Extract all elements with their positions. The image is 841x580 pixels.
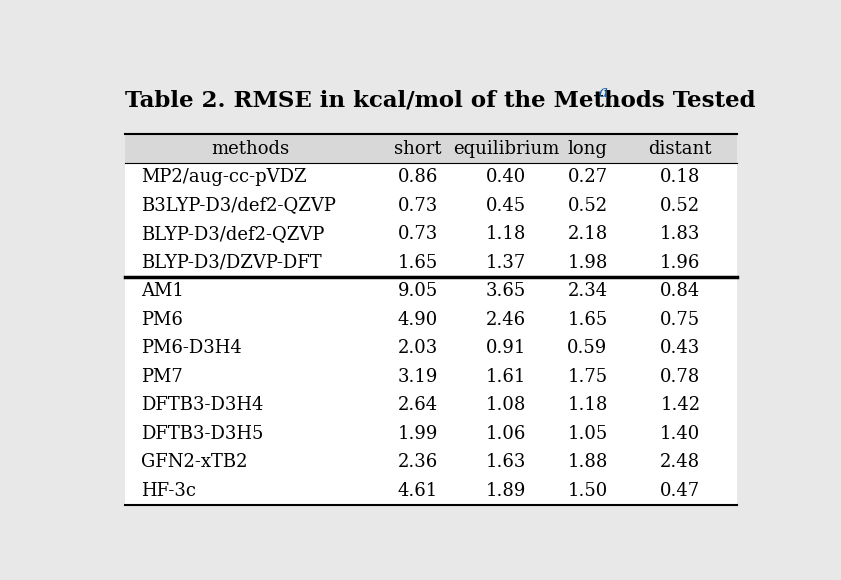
Text: 1.40: 1.40 (660, 425, 701, 443)
Text: 1.63: 1.63 (486, 453, 526, 472)
Text: 1.37: 1.37 (486, 253, 526, 271)
Text: 3.19: 3.19 (398, 368, 438, 386)
Text: 1.50: 1.50 (568, 482, 607, 500)
Text: 2.36: 2.36 (398, 453, 438, 472)
Text: 3.65: 3.65 (486, 282, 526, 300)
Text: methods: methods (211, 140, 289, 158)
Text: 1.06: 1.06 (486, 425, 526, 443)
Text: a: a (599, 84, 608, 102)
FancyBboxPatch shape (124, 135, 738, 505)
Text: 0.91: 0.91 (486, 339, 526, 357)
Text: 1.18: 1.18 (567, 396, 608, 414)
Text: 0.40: 0.40 (486, 168, 526, 186)
Text: 1.88: 1.88 (567, 453, 608, 472)
Text: 0.18: 0.18 (660, 168, 701, 186)
Text: 1.96: 1.96 (660, 253, 701, 271)
Text: 1.89: 1.89 (486, 482, 526, 500)
Text: PM7: PM7 (141, 368, 182, 386)
Text: 1.75: 1.75 (568, 368, 607, 386)
Text: PM6: PM6 (141, 311, 182, 329)
Text: DFTB3-D3H5: DFTB3-D3H5 (141, 425, 263, 443)
Text: BLYP-D3/DZVP-DFT: BLYP-D3/DZVP-DFT (141, 253, 321, 271)
Text: 4.61: 4.61 (398, 482, 438, 500)
Text: Table 2. RMSE in kcal/mol of the Methods Tested: Table 2. RMSE in kcal/mol of the Methods… (124, 90, 755, 112)
Text: 1.18: 1.18 (486, 225, 526, 243)
Text: 1.65: 1.65 (568, 311, 607, 329)
Text: short: short (394, 140, 442, 158)
Text: distant: distant (648, 140, 712, 158)
Text: 2.64: 2.64 (398, 396, 438, 414)
Text: 0.73: 0.73 (398, 225, 438, 243)
Text: 1.65: 1.65 (398, 253, 438, 271)
Text: 0.47: 0.47 (660, 482, 701, 500)
Text: 1.42: 1.42 (660, 396, 701, 414)
Text: 4.90: 4.90 (398, 311, 438, 329)
Text: 0.27: 0.27 (568, 168, 607, 186)
Text: 9.05: 9.05 (398, 282, 438, 300)
Text: DFTB3-D3H4: DFTB3-D3H4 (141, 396, 263, 414)
Text: PM6-D3H4: PM6-D3H4 (141, 339, 241, 357)
Text: 0.78: 0.78 (660, 368, 701, 386)
Text: 2.03: 2.03 (398, 339, 438, 357)
Text: 2.46: 2.46 (486, 311, 526, 329)
Text: 0.43: 0.43 (660, 339, 701, 357)
Text: 2.18: 2.18 (568, 225, 607, 243)
Text: 2.48: 2.48 (660, 453, 701, 472)
Text: 1.99: 1.99 (398, 425, 438, 443)
Text: 0.84: 0.84 (660, 282, 701, 300)
Text: MP2/aug-cc-pVDZ: MP2/aug-cc-pVDZ (141, 168, 307, 186)
Text: long: long (568, 140, 607, 158)
Text: equilibrium: equilibrium (452, 140, 559, 158)
Text: 1.08: 1.08 (486, 396, 526, 414)
Text: 1.98: 1.98 (567, 253, 608, 271)
Text: 0.75: 0.75 (660, 311, 701, 329)
Text: 0.52: 0.52 (568, 197, 607, 215)
Text: 0.73: 0.73 (398, 197, 438, 215)
Text: HF-3c: HF-3c (141, 482, 196, 500)
Text: BLYP-D3/def2-QZVP: BLYP-D3/def2-QZVP (141, 225, 325, 243)
Text: 1.83: 1.83 (660, 225, 701, 243)
Text: 2.34: 2.34 (568, 282, 607, 300)
Text: 1.05: 1.05 (568, 425, 607, 443)
Text: GFN2-xTB2: GFN2-xTB2 (141, 453, 247, 472)
Text: 0.45: 0.45 (486, 197, 526, 215)
Text: AM1: AM1 (141, 282, 184, 300)
Text: 0.59: 0.59 (568, 339, 607, 357)
Text: B3LYP-D3/def2-QZVP: B3LYP-D3/def2-QZVP (141, 197, 336, 215)
Text: 1.61: 1.61 (486, 368, 526, 386)
Text: 0.52: 0.52 (660, 197, 701, 215)
Text: 0.86: 0.86 (398, 168, 438, 186)
FancyBboxPatch shape (124, 135, 738, 163)
